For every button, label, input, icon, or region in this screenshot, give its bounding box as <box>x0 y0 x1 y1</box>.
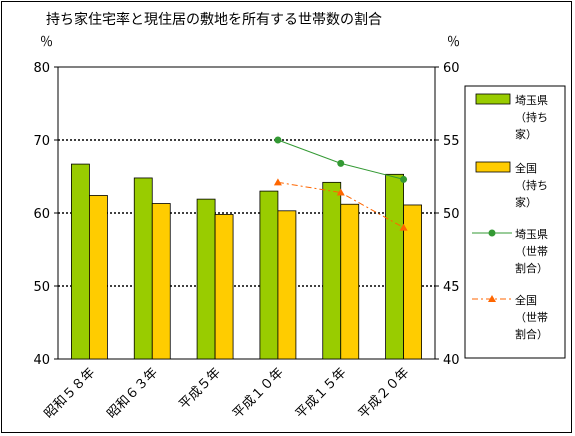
legend-label: 家） <box>515 195 537 209</box>
category-label: 平成１０年 <box>230 365 287 422</box>
bar <box>385 173 404 360</box>
legend-item: 全国 （持ち家） <box>475 161 548 209</box>
bar <box>89 195 108 360</box>
category-label: 平成２０年 <box>356 365 413 422</box>
legend-label: 埼玉県 <box>515 227 548 241</box>
legend-label: 割合） <box>515 327 548 341</box>
right-axis-tick-label: 45 <box>443 280 460 295</box>
grid-lines <box>58 139 435 287</box>
bar <box>340 203 360 360</box>
legend-swatch <box>475 161 511 173</box>
bar <box>259 190 279 360</box>
bar <box>71 163 90 360</box>
point-marker <box>336 188 345 196</box>
legend-swatch-marker <box>488 229 496 237</box>
legend-label: 埼玉県 <box>515 93 548 107</box>
category-label: 平成１５年 <box>293 365 350 422</box>
legend-box <box>464 85 566 359</box>
right-axis-unit: ％ <box>447 35 460 50</box>
point-marker <box>273 178 282 186</box>
category-label: 平成５年 <box>177 365 224 412</box>
point-marker <box>400 175 408 183</box>
category-label: 昭和６３年 <box>104 365 161 422</box>
legend-swatch <box>475 93 511 105</box>
legend-label: （持ち <box>515 178 548 192</box>
legend-label: （世帯 <box>515 311 548 324</box>
bar <box>151 203 171 360</box>
chart-title: 持ち家住宅率と現住居の敷地を所有する世帯数の割合 <box>46 11 382 28</box>
legend-item: 埼玉県 （持ち家） <box>475 93 548 141</box>
point-marker <box>337 159 345 167</box>
bar <box>214 214 234 360</box>
left-axis-unit: ％ <box>40 35 53 50</box>
legend-label: （世帯 <box>515 245 548 258</box>
line-layer <box>273 136 408 231</box>
left-axis-tick-label: 70 <box>33 134 50 149</box>
bar <box>322 181 342 360</box>
legend-label: （持ち <box>515 110 548 124</box>
bar-layer <box>71 163 422 360</box>
legend-label: 全国 <box>515 293 537 307</box>
left-axis-tick-label: 50 <box>33 280 50 295</box>
legend-label: 全国 <box>515 161 537 175</box>
left-axis-tick-label: 40 <box>33 353 50 368</box>
bar <box>277 210 297 360</box>
right-axis-tick-label: 50 <box>443 207 460 222</box>
bar <box>403 204 422 360</box>
point-marker <box>399 223 408 231</box>
left-axis-tick-label: 60 <box>33 207 50 222</box>
right-axis-tick-label: 40 <box>443 353 460 368</box>
left-axis-tick-label: 80 <box>33 61 50 76</box>
legend-label: 家） <box>515 127 537 141</box>
point-marker <box>274 136 282 144</box>
legend-label: 割合） <box>515 261 548 275</box>
legend-swatch-marker <box>488 295 496 302</box>
category-label: 昭和５８年 <box>42 365 99 422</box>
bar <box>133 177 153 360</box>
right-axis-tick-label: 60 <box>443 61 460 76</box>
right-axis-tick-label: 55 <box>443 134 460 149</box>
bar <box>196 198 216 360</box>
